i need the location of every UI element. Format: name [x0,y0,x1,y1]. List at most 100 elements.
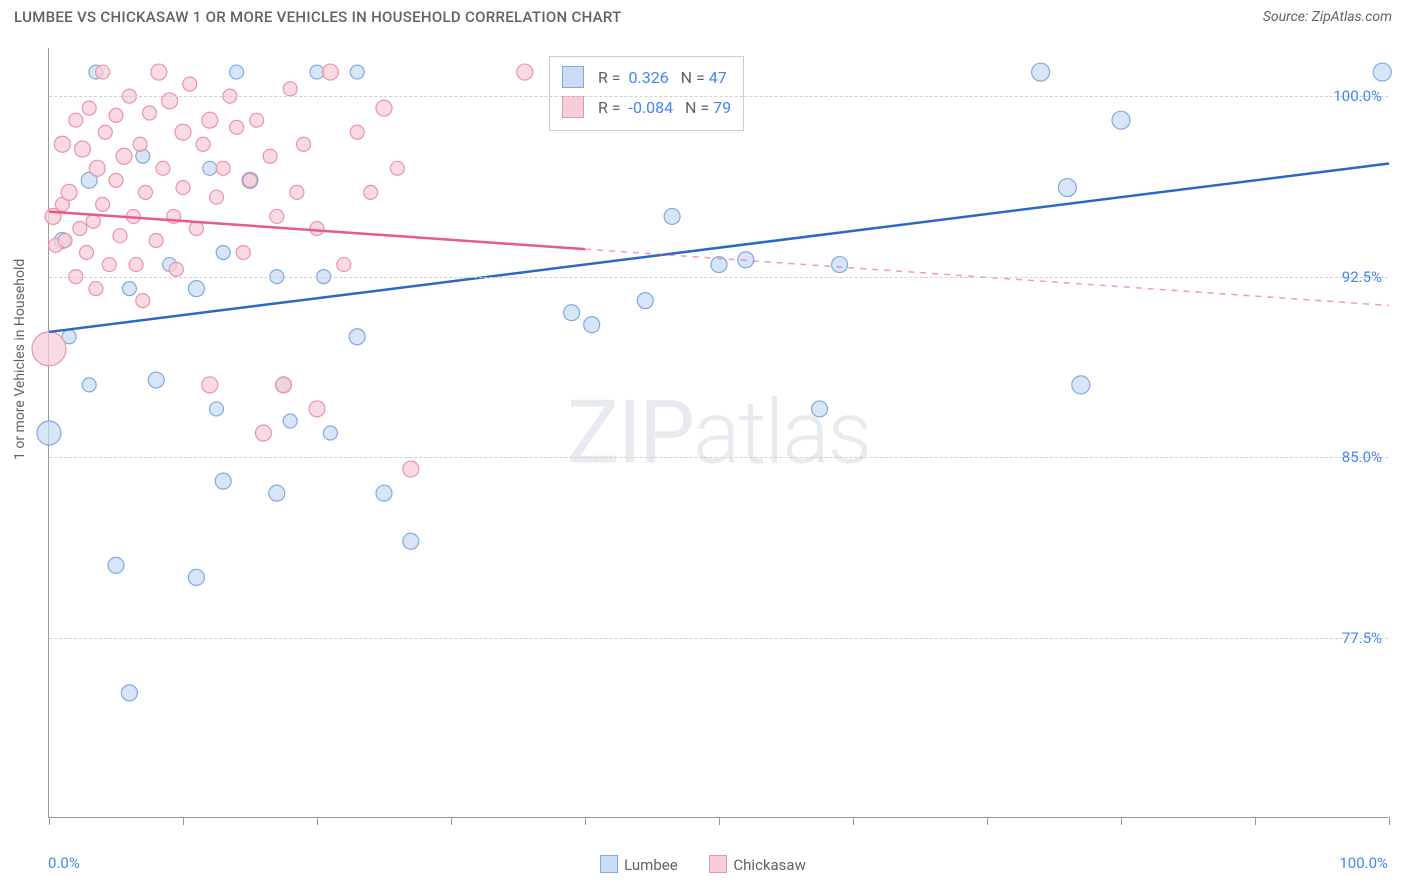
data-point [203,161,217,175]
y-tick-label: 85.0% [1342,448,1382,466]
data-point [136,294,150,308]
gridline [49,638,1388,639]
r-value: 0.326 [629,68,669,87]
data-point [269,485,285,501]
data-point [323,426,337,440]
data-point [121,685,137,701]
data-point [376,485,392,501]
data-point [350,65,364,79]
data-point [403,461,419,477]
n-value: 79 [713,98,731,117]
data-point [73,221,87,235]
x-tick [853,817,854,825]
regression-line-solid [49,212,585,250]
data-point [116,148,132,164]
data-point [176,181,190,195]
data-point [89,160,105,176]
data-point [276,377,292,393]
data-point [188,281,204,297]
stats-row: R = 0.326 N = 47 [562,63,731,93]
data-point [322,64,338,80]
plot-area: ZIPatlas R = 0.326 N = 47 R = -0.084 N =… [48,48,1388,818]
data-point [108,557,124,573]
data-point [82,378,96,392]
y-tick-label: 100.0% [1333,87,1382,105]
x-tick [987,817,988,825]
data-point [403,533,419,549]
data-point [812,401,828,417]
data-point [283,82,297,96]
data-point [113,229,127,243]
legend-item: Chickasaw [709,856,805,874]
x-tick [183,817,184,825]
y-axis-label: 1 or more Vehicles in Household [12,259,28,460]
data-point [350,125,364,139]
data-point [1072,376,1090,394]
data-point [250,113,264,127]
data-point [215,473,231,489]
data-point [337,258,351,272]
x-tick [49,817,50,825]
data-point [290,185,304,199]
x-tick [719,817,720,825]
data-point [236,246,250,260]
x-tick [1255,817,1256,825]
n-value: 47 [709,68,727,87]
data-point [255,425,271,441]
r-value: -0.084 [629,98,674,117]
legend-swatch [709,855,727,873]
data-point [216,246,230,260]
data-point [69,113,83,127]
data-point [390,161,404,175]
data-point [584,317,600,333]
x-tick [1389,817,1390,825]
data-point [832,257,848,273]
data-point [75,141,91,157]
data-point [210,402,224,416]
data-point [89,282,103,296]
data-point [109,173,123,187]
x-tick [451,817,452,825]
data-point [210,190,224,204]
data-point [133,137,147,151]
data-point [270,209,284,223]
data-point [156,161,170,175]
x-tick [317,817,318,825]
data-point [216,161,230,175]
data-point [122,282,136,296]
data-point [310,221,324,235]
data-point [86,214,100,228]
gridline [49,277,1388,278]
data-point [564,305,580,321]
data-point [61,184,77,200]
data-point [349,329,365,345]
data-point [169,262,183,276]
data-point [148,372,164,388]
gridline [49,96,1388,97]
chart-container: 1 or more Vehicles in Household ZIPatlas… [0,40,1406,892]
data-point [98,125,112,139]
chart-title: LUMBEE VS CHICKASAW 1 OR MORE VEHICLES I… [14,8,622,26]
legend-swatch [562,96,584,118]
data-point [82,101,96,115]
legend-swatch [562,66,584,88]
data-point [243,173,257,187]
data-point [102,258,116,272]
legend-swatch [600,855,618,873]
data-point [129,258,143,272]
x-tick [1121,817,1122,825]
data-point [664,208,680,224]
data-point [96,197,110,211]
data-point [1032,63,1050,81]
data-point [230,120,244,134]
stats-row: R = -0.084 N = 79 [562,93,731,123]
data-point [80,246,94,260]
data-point [637,293,653,309]
legend-bottom: Lumbee Chickasaw [0,855,1406,874]
data-point [263,149,277,163]
data-point [1112,111,1130,129]
legend-label: Chickasaw [733,856,805,874]
data-point [189,221,203,235]
data-point [37,421,61,445]
data-point [202,112,218,128]
